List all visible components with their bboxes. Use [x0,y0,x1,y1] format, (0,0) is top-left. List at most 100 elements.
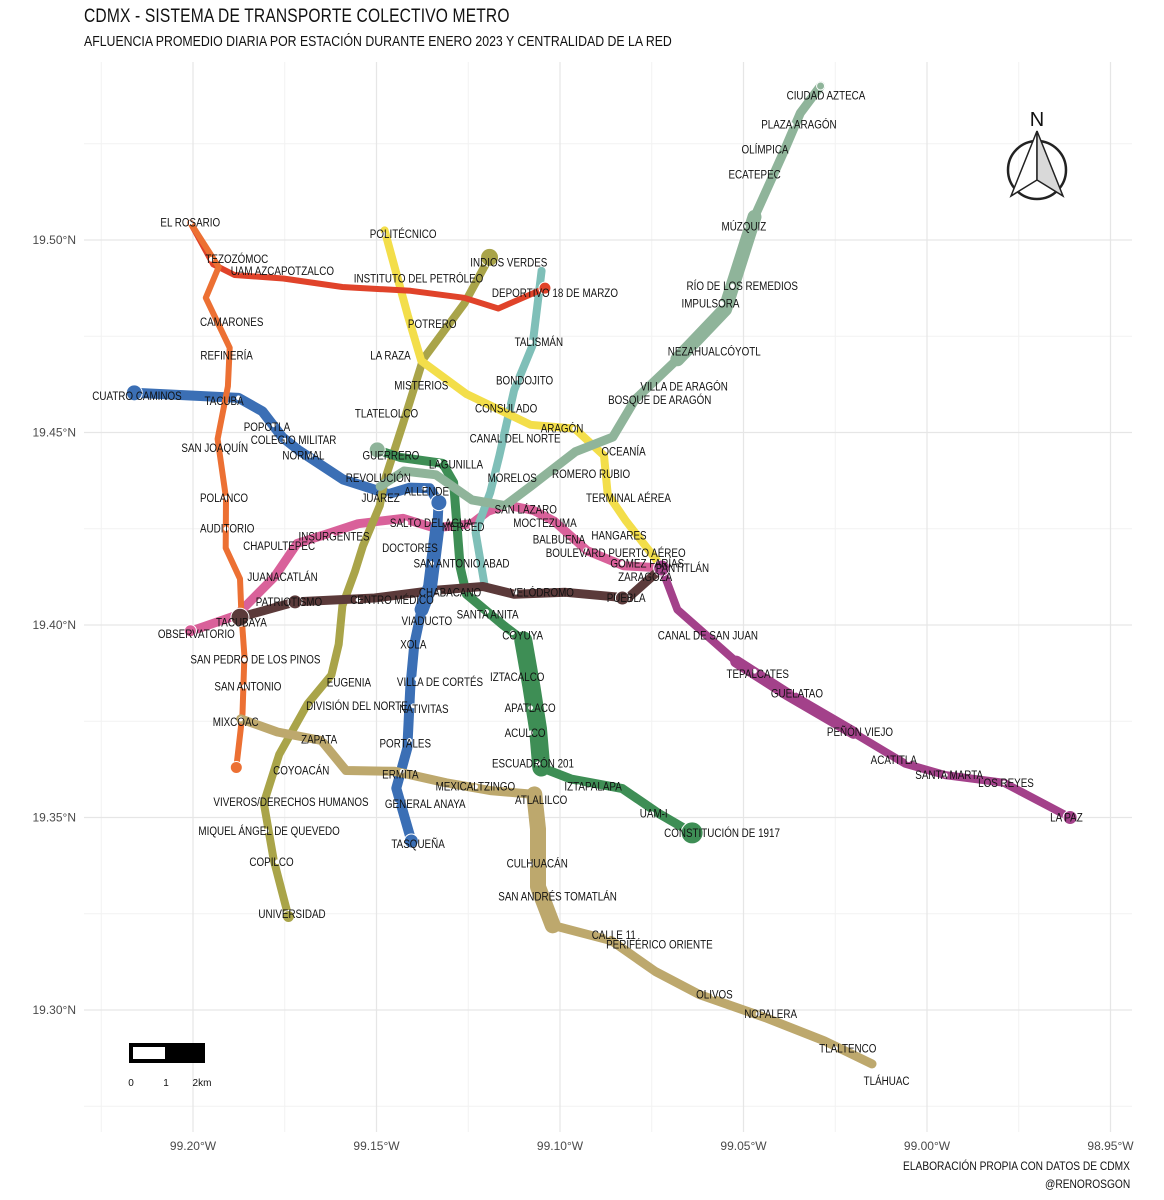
caption-author: @RENOROSGON [1044,1177,1130,1191]
station-label: TACUBA [205,395,245,408]
station-dot [414,676,420,682]
station-dot [469,524,475,530]
station-dot [436,589,442,595]
station-label: MÚZQUIZ [722,220,767,234]
station-dot [605,932,611,938]
station-label: UAM AZCAPOTZALCO [231,265,334,278]
station-dot [381,276,387,281]
station-label: POPOTLA [244,421,291,434]
station-node [403,833,419,849]
station-label: HANGARES [591,530,646,543]
station-dot [348,680,354,686]
x-tick-label: 98.95°W [1087,1139,1134,1153]
station-dot [513,589,519,595]
station-dot [208,256,214,262]
station-dot [528,730,534,736]
station-dot [528,339,534,345]
station-label: CIUDAD AZTECA [787,90,866,103]
station-label: CHABACANO [419,586,481,599]
station-label: COLEGIO MILITAR [251,434,337,447]
station-dot [818,95,824,101]
station-label: MIXCOAC [213,716,259,729]
station-label: NORMAL [282,450,324,463]
y-tick-label: 19.45°N [33,426,77,440]
map-title: CDMX - SISTEMA DE TRANSPORTE COLECTIVO M… [84,6,510,27]
station-label: ROMERO RUBIO [552,468,630,481]
station-node [430,494,448,512]
scale-tick-1: 1 [163,1078,169,1089]
station-dot [436,458,442,464]
station-dot [645,397,651,403]
station-label: NATIVITAS [399,703,448,716]
station-label: IZTAPALAPA [564,781,622,794]
station-dot [495,472,501,478]
north-arrow-icon: N [1006,109,1068,201]
station-dot [528,705,534,711]
station-dot [575,784,581,790]
station-label: PANTITLÁN [656,561,709,575]
station-node [614,590,630,606]
station-label: SAN ANTONIO [214,681,281,694]
station-label: XOLA [400,638,427,651]
station-label: VILLA DE CORTÉS [397,675,483,689]
high-ridership-segment [670,209,762,367]
station-label: NEZAHUALCÓYOTL [668,345,761,359]
station-label: PERIFÉRICO ORIENTE [606,938,713,952]
map-subtitle: AFLUENCIA PROMEDIO DIARIA POR ESTACIÓN D… [84,33,672,50]
caption-source: ELABORACIÓN PROPIA CON DATOS DE CDMX [903,1159,1130,1173]
station-nodes [125,81,1078,1084]
station-dot [528,861,534,867]
station-dot [399,768,405,774]
station-dot [663,383,669,389]
station-dot [513,674,519,680]
station-label: EUGENIA [327,677,372,690]
station-label: OBSERVATORIO [158,628,235,641]
station-label: MOCTEZUMA [513,517,577,530]
station-label: CONSULADO [475,403,537,416]
y-tick-label: 19.30°N [33,1003,77,1017]
station-label: AUDITORIO [200,523,254,536]
station-label: IMPULSORA [682,298,741,311]
station-dot [407,738,412,743]
station-label: COYUYA [502,630,543,643]
station-dot [241,684,247,690]
station-dot [645,942,651,947]
station-label: MIQUEL ÁNGEL DE QUEVEDO [198,824,339,838]
station-label: CALLE 11 [592,929,636,942]
station-label: LA RAZA [370,350,411,363]
station-dot [715,630,721,636]
station-label: MERCED [442,521,485,534]
station-label: UAM-I [640,808,668,821]
station-dot [223,495,229,501]
station-label: VELÓDROMO [510,585,574,599]
station-node [680,821,704,845]
station-label: CANAL DEL NORTE [470,432,561,445]
station-label: ARAGÓN [541,422,584,436]
metro-line-l4 [471,266,546,591]
station-dot [792,688,798,693]
station-dot [236,395,241,401]
station-label: LOS REYES [978,777,1034,790]
station-dot [520,520,526,526]
station-label: OLÍMPICA [742,143,790,157]
station-dot [788,122,794,127]
station-node [653,559,671,577]
station-label: ZAPATA [301,734,338,747]
station-label: CULHUACÁN [507,857,568,871]
metro-lines [129,81,1075,1069]
metro-line-l5 [380,226,664,568]
axis-labels: 99.20°W 99.15°W 99.10°W 99.05°W 99.00°W 98.95… [33,233,1135,1153]
station-dot [873,1078,879,1084]
station-label: MISTERIOS [394,380,448,393]
station-dot [502,403,508,408]
metro-line-l2 [129,387,444,846]
station-node [229,760,243,774]
metro-line-l9 [235,563,667,622]
station-label: CENTRO MÉDICO [350,593,434,607]
station-dot [473,784,479,790]
station-dot [429,560,434,566]
station-label: APATLACO [505,702,556,715]
station-label: TEPALCATES [727,668,790,681]
station-dot [693,349,699,355]
station-dot [553,893,559,899]
